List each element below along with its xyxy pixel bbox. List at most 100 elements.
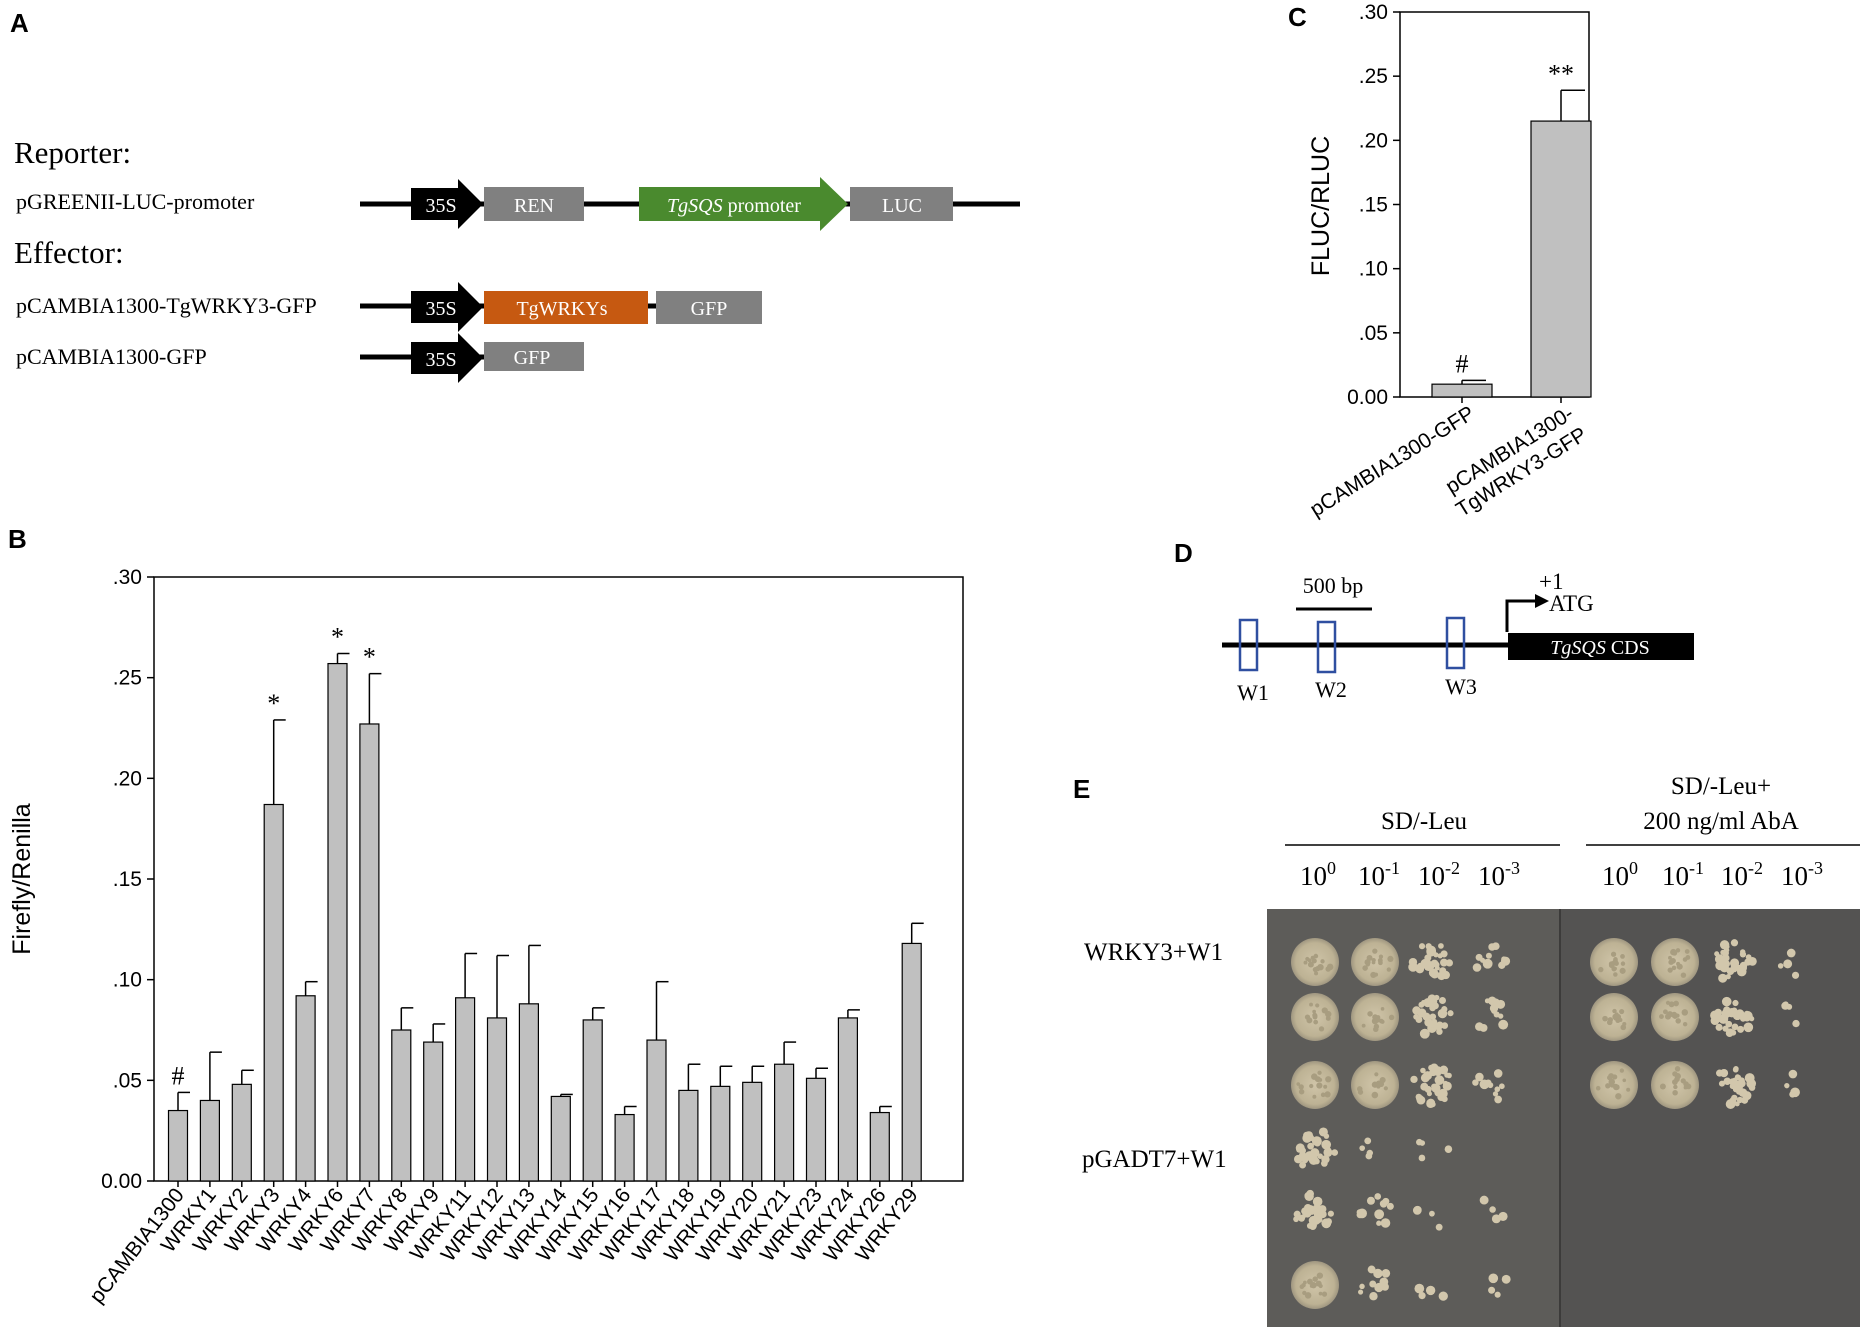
colony — [1293, 1210, 1301, 1218]
colony — [1381, 1268, 1391, 1278]
colony — [1791, 971, 1800, 979]
reporter-35s-label: 35S — [425, 195, 456, 217]
colony — [1715, 1023, 1723, 1031]
panel-label-e: E — [1073, 774, 1090, 804]
colony — [1735, 1009, 1745, 1018]
bar — [614, 1113, 635, 1182]
dilution-base: 10 — [1418, 861, 1445, 891]
colony — [1441, 1095, 1448, 1103]
colony-texture — [1620, 1024, 1627, 1031]
colony — [1479, 1195, 1489, 1205]
tgwrkys-box — [484, 291, 648, 324]
colony-texture — [1318, 1283, 1323, 1289]
effector-construct-1-label: pCAMBIA1300-TgWRKY3-GFP — [16, 293, 317, 318]
tss-arrow-head — [1535, 594, 1549, 608]
colony — [1472, 963, 1482, 972]
colony — [1727, 1007, 1737, 1018]
colony — [1479, 1079, 1490, 1090]
colony — [1484, 998, 1490, 1004]
colony — [1722, 949, 1729, 957]
colony — [1429, 1210, 1435, 1217]
bar — [869, 1111, 890, 1182]
colony — [1304, 1191, 1313, 1200]
colony — [1426, 961, 1435, 970]
colony — [1488, 943, 1496, 951]
colony — [1416, 1094, 1424, 1103]
colony-texture — [1318, 1291, 1323, 1296]
significance-mark: # — [172, 1061, 185, 1090]
colony — [1438, 943, 1444, 949]
colony — [1420, 1067, 1426, 1074]
effector1-35s-label: 35S — [425, 298, 456, 320]
colony-texture — [1321, 1007, 1328, 1014]
colony-texture — [1619, 967, 1626, 974]
dilution-exponent: -1 — [1385, 858, 1400, 878]
colony-texture — [1607, 1075, 1613, 1081]
effector1-gfp-box — [656, 291, 762, 324]
colony-texture — [1380, 1019, 1384, 1024]
colony — [1418, 1292, 1426, 1300]
colony — [1436, 1028, 1443, 1035]
colony — [1737, 1025, 1745, 1033]
colony — [1736, 1088, 1742, 1095]
colony-texture — [1388, 1014, 1395, 1021]
colony-texture — [1383, 1086, 1388, 1091]
colony — [1734, 1101, 1740, 1107]
colony-texture — [1606, 1019, 1613, 1026]
colony — [1293, 1216, 1299, 1223]
bar — [837, 1017, 859, 1182]
colony — [1322, 1219, 1331, 1228]
colony-texture — [1371, 1091, 1379, 1099]
colony — [1501, 1274, 1511, 1284]
colony — [1425, 943, 1432, 950]
colony — [1719, 1068, 1729, 1078]
colony-texture — [1673, 1000, 1679, 1007]
colony-texture — [1672, 950, 1678, 956]
colony — [1721, 996, 1732, 1007]
colony-texture — [1667, 967, 1673, 973]
y-tick-label: .25 — [113, 667, 142, 690]
colony-texture — [1659, 1014, 1664, 1019]
dilution-label: 100 — [1602, 858, 1638, 891]
colony — [1731, 1094, 1738, 1102]
colony-texture — [1361, 1023, 1366, 1028]
effector2-35s-arrow — [411, 333, 483, 383]
dilution-base: 10 — [1358, 861, 1385, 891]
colony — [1313, 1209, 1323, 1219]
colony-texture — [1373, 1015, 1378, 1019]
panel-label-d: D — [1174, 538, 1193, 568]
colony — [1498, 1019, 1509, 1030]
colony-texture — [1324, 1091, 1331, 1098]
reporter-construct-label: pGREENII-LUC-promoter — [16, 189, 255, 214]
colony-texture — [1609, 1082, 1615, 1088]
colony — [1743, 1013, 1751, 1022]
colony-texture — [1306, 1017, 1313, 1024]
colony-texture — [1675, 948, 1681, 953]
colony-texture — [1309, 1083, 1314, 1089]
colony — [1434, 1075, 1445, 1085]
scale-bar-label: 500 bp — [1303, 573, 1364, 598]
colony — [1312, 1196, 1323, 1207]
colony — [1496, 999, 1506, 1009]
row-label-wrky3-w1: WRKY3+W1 — [1084, 939, 1223, 966]
colony-texture — [1613, 966, 1617, 971]
dilution-label: 10-2 — [1721, 858, 1763, 891]
colony — [1488, 1286, 1496, 1294]
dilution-base: 10 — [1721, 861, 1748, 891]
colony — [1440, 958, 1448, 967]
bar — [231, 1083, 252, 1182]
y-tick-label: .10 — [1359, 258, 1388, 281]
colony-texture — [1668, 1001, 1675, 1008]
y-tick-label: .30 — [1359, 1, 1388, 24]
colony — [1441, 970, 1450, 980]
colony-texture — [1619, 1068, 1625, 1073]
effector-heading: Effector: — [14, 235, 124, 270]
colony — [1786, 948, 1796, 958]
dilution-base: 10 — [1300, 861, 1327, 891]
bar — [359, 723, 380, 1182]
bar — [1431, 383, 1493, 398]
colony — [1494, 1086, 1501, 1093]
colony-texture — [1313, 1019, 1319, 1025]
colony-texture — [1375, 1080, 1382, 1087]
colony-texture — [1316, 1082, 1323, 1089]
